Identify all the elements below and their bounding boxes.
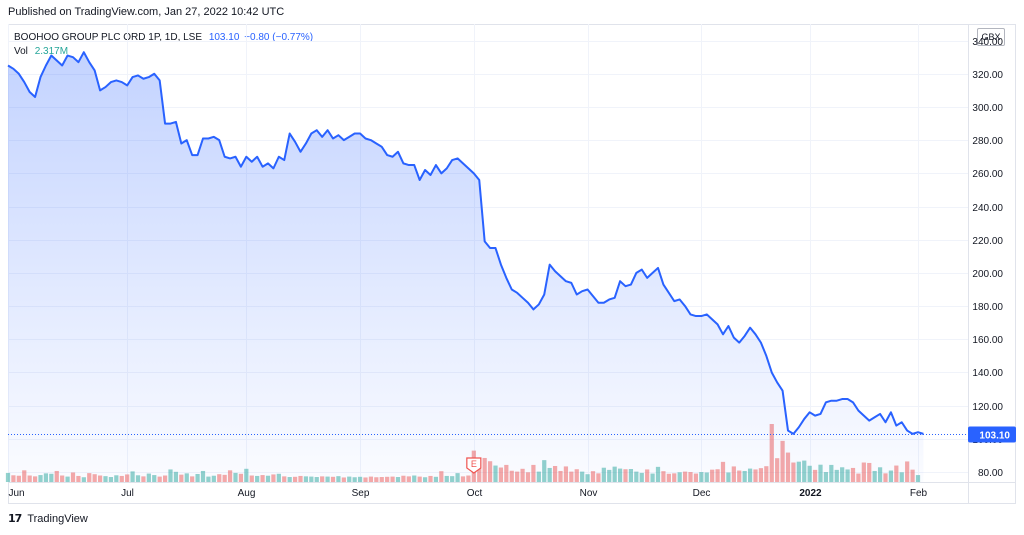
- y-tick-label: 80.00: [978, 468, 1003, 479]
- legend-vol-value: 2.317M: [34, 46, 69, 57]
- y-tick-label: 200.00: [972, 269, 1003, 280]
- tradingview-brand: TradingView: [27, 512, 88, 525]
- y-tick-label: 340.00: [972, 37, 1003, 48]
- x-tick-label: Aug: [238, 488, 256, 499]
- x-tick-label: Feb: [910, 488, 928, 499]
- currency-button[interactable]: GBX: [977, 28, 1005, 46]
- price-area: [7, 51, 924, 483]
- last-price-tag: [968, 426, 1016, 443]
- legend-symbol: BOOHOO GROUP PLC ORD 1P, 1D, LSE: [14, 32, 203, 43]
- y-tick-label: 260.00: [972, 169, 1003, 180]
- x-tick-label: 2022: [799, 488, 822, 499]
- x-tick-label: Oct: [467, 488, 483, 499]
- chart-legend: BOOHOO GROUP PLC ORD 1P, 1D, LSE 103.10 …: [14, 31, 313, 59]
- published-note: Published on TradingView.com, Jan 27, 20…: [8, 6, 285, 18]
- markers: 103.10 E: [8, 426, 1016, 474]
- y-tick-label: 240.00: [972, 203, 1003, 214]
- legend-last-price: 103.10: [208, 32, 240, 43]
- y-tick-label: 280.00: [972, 136, 1003, 147]
- axes: 340.00 320.00 300.00 280.00 260.00 240.00 220.…: [8, 37, 1003, 499]
- earnings-badge: [466, 457, 482, 474]
- legend-symbol-row: BOOHOO GROUP PLC ORD 1P, 1D, LSE 103.10 …: [14, 31, 313, 45]
- y-tick-label: 180.00: [972, 302, 1003, 313]
- earnings-marker[interactable]: E: [466, 457, 482, 474]
- price-line: [7, 51, 924, 435]
- last-price-tag-label: 103.10: [979, 431, 1010, 442]
- legend-change: −0.80 (−0.77%): [244, 32, 314, 43]
- y-tick-label: 220.00: [972, 236, 1003, 247]
- legend-volume-row: Vol 2.317M: [14, 45, 313, 59]
- legend-vol-label: Vol: [14, 46, 28, 57]
- y-tick-label: 140.00: [972, 368, 1003, 379]
- y-tick-label: 320.00: [972, 70, 1003, 81]
- y-tick-label: 160.00: [972, 335, 1003, 346]
- y-tick-label: 120.00: [972, 402, 1003, 413]
- x-tick-label: Jun: [8, 488, 24, 499]
- x-tick-label: Jul: [121, 488, 134, 499]
- x-tick-label: Sep: [352, 488, 370, 499]
- x-tick-label: Nov: [580, 488, 598, 499]
- tradingview-logo[interactable]: 17 TradingView: [8, 512, 88, 525]
- earnings-label: E: [471, 459, 477, 469]
- tradingview-logo-icon: 17: [8, 512, 22, 525]
- y-tick-label: 300.00: [972, 103, 1003, 114]
- x-tick-label: Dec: [693, 488, 711, 499]
